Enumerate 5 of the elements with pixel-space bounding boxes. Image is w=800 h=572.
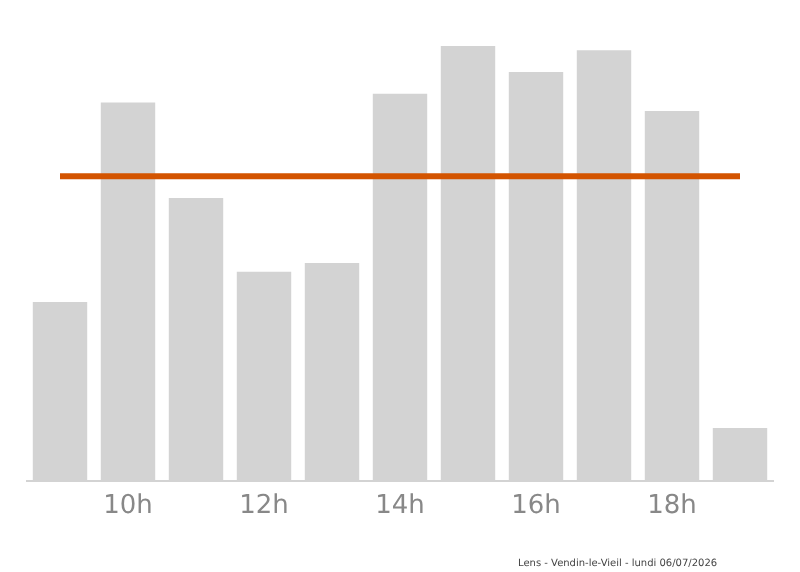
x-tick-label: 18h xyxy=(647,491,697,522)
x-tick-label: 16h xyxy=(511,491,561,522)
x-tick-label: 14h xyxy=(375,491,425,522)
x-tick-label: 10h xyxy=(103,491,153,522)
x-tick-label: 12h xyxy=(239,491,289,522)
